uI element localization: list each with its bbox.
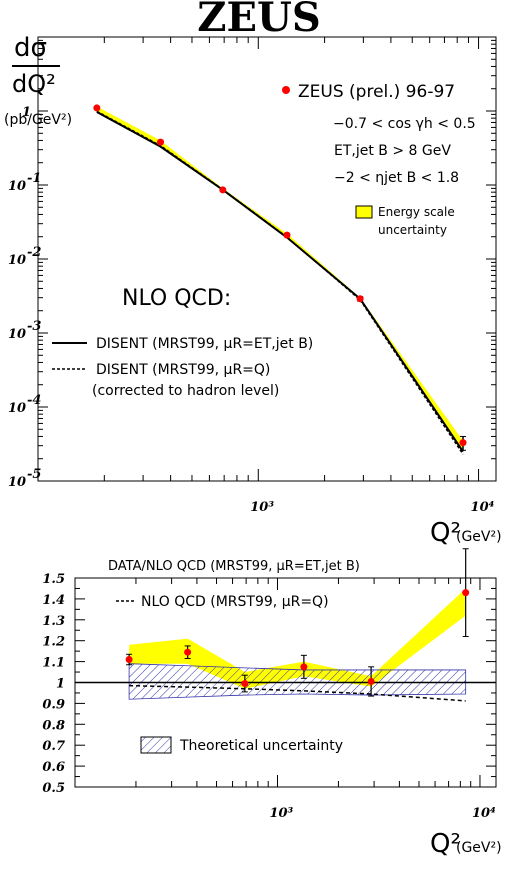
legend-dashed-label: DISENT (MRST99, μR=Q) xyxy=(96,362,270,378)
plot-frame-top xyxy=(37,36,497,482)
x-tick-label: 10⁴ xyxy=(471,500,495,515)
x-tick-label: 10³ xyxy=(250,500,274,515)
y-tick-label: 0.6 xyxy=(42,760,65,775)
y-tick-label: 10 xyxy=(8,475,26,490)
y-tick-label: 1 xyxy=(22,105,31,120)
x-axis-unit: (GeV²) xyxy=(456,840,502,856)
legend-cut-3: −2 < ηjet B < 1.8 xyxy=(334,170,459,186)
data-point xyxy=(219,186,227,194)
legend-nlo-title: NLO QCD: xyxy=(122,286,231,311)
disent-dashed-curve xyxy=(96,110,464,455)
legend-data-marker xyxy=(282,86,290,94)
legend-data-label: ZEUS (prel.) 96-97 xyxy=(298,82,455,102)
x-tick-label: 10³ xyxy=(269,806,293,821)
y-tick-label: 1 xyxy=(56,677,65,692)
x-axis-title: Q² xyxy=(430,518,461,548)
legend-cut-2: ET,jet B > 8 GeV xyxy=(334,143,451,159)
x-tick-label: 10⁴ xyxy=(472,806,496,821)
y-tick-label: 1.3 xyxy=(42,614,65,629)
ratio-data-point xyxy=(241,680,249,688)
y-tick-exponent: -2 xyxy=(27,245,41,260)
legend-dashed-note: (corrected to hadron level) xyxy=(92,383,279,399)
legend-band-swatch xyxy=(355,205,373,219)
theory-uncertainty-band xyxy=(128,663,467,700)
x-axis-unit: (GeV²) xyxy=(456,529,502,545)
y-axis-denominator: dQ² xyxy=(12,70,56,98)
legend-ratio-dashed-label: NLO QCD (MRST99, μR=Q) xyxy=(141,594,329,610)
legend-theory-swatch xyxy=(140,736,172,754)
y-tick-label: 0.7 xyxy=(42,739,65,754)
data-point xyxy=(283,231,291,239)
ratio-data-point xyxy=(125,656,133,664)
y-tick-label: 10 xyxy=(8,401,26,416)
ratio-data-point xyxy=(184,648,192,656)
y-tick-label: 0.9 xyxy=(42,697,65,712)
y-tick-label: 1.4 xyxy=(42,593,65,608)
figure-title: ZEUS xyxy=(197,0,321,41)
legend-theory-label: Theoretical uncertainty xyxy=(179,738,343,754)
y-tick-exponent: -3 xyxy=(27,319,41,334)
y-tick-label: 1.1 xyxy=(42,656,65,671)
ratio-data-point xyxy=(462,589,470,597)
y-tick-exponent: -4 xyxy=(27,393,41,408)
y-tick-label: 1.2 xyxy=(42,635,65,650)
y-axis-unit: (pb/GeV²) xyxy=(4,112,72,128)
y-axis-numerator: dσ xyxy=(14,33,47,63)
y-tick-label: 10 xyxy=(8,253,26,268)
y-tick-label: 10 xyxy=(8,327,26,342)
disent-solid-curve xyxy=(96,111,464,453)
legend-band-label: Energy scale xyxy=(378,205,455,219)
ratio-data-point xyxy=(300,663,308,671)
ratio-panel-title: DATA/NLO QCD (MRST99, μR=ET,jet B) xyxy=(108,559,360,574)
ratio-data-point xyxy=(367,677,375,685)
y-tick-label: 0.5 xyxy=(42,781,65,796)
data-point xyxy=(93,104,101,112)
legend-solid-label: DISENT (MRST99, μR=ET,jet B) xyxy=(96,336,313,352)
y-tick-exponent: -5 xyxy=(27,467,41,482)
data-point xyxy=(157,138,165,146)
data-point xyxy=(459,439,467,447)
x-axis-title: Q² xyxy=(430,829,461,859)
legend-band-label: uncertainty xyxy=(378,223,447,237)
data-point xyxy=(356,295,364,303)
y-tick-label: 10 xyxy=(8,179,26,194)
ratio-energy-band xyxy=(129,588,466,689)
y-tick-exponent: -1 xyxy=(27,171,41,186)
legend-cut-1: −0.7 < cos γh < 0.5 xyxy=(333,116,476,132)
y-tick-label: 1.5 xyxy=(42,572,65,587)
y-tick-label: 0.8 xyxy=(42,718,65,733)
